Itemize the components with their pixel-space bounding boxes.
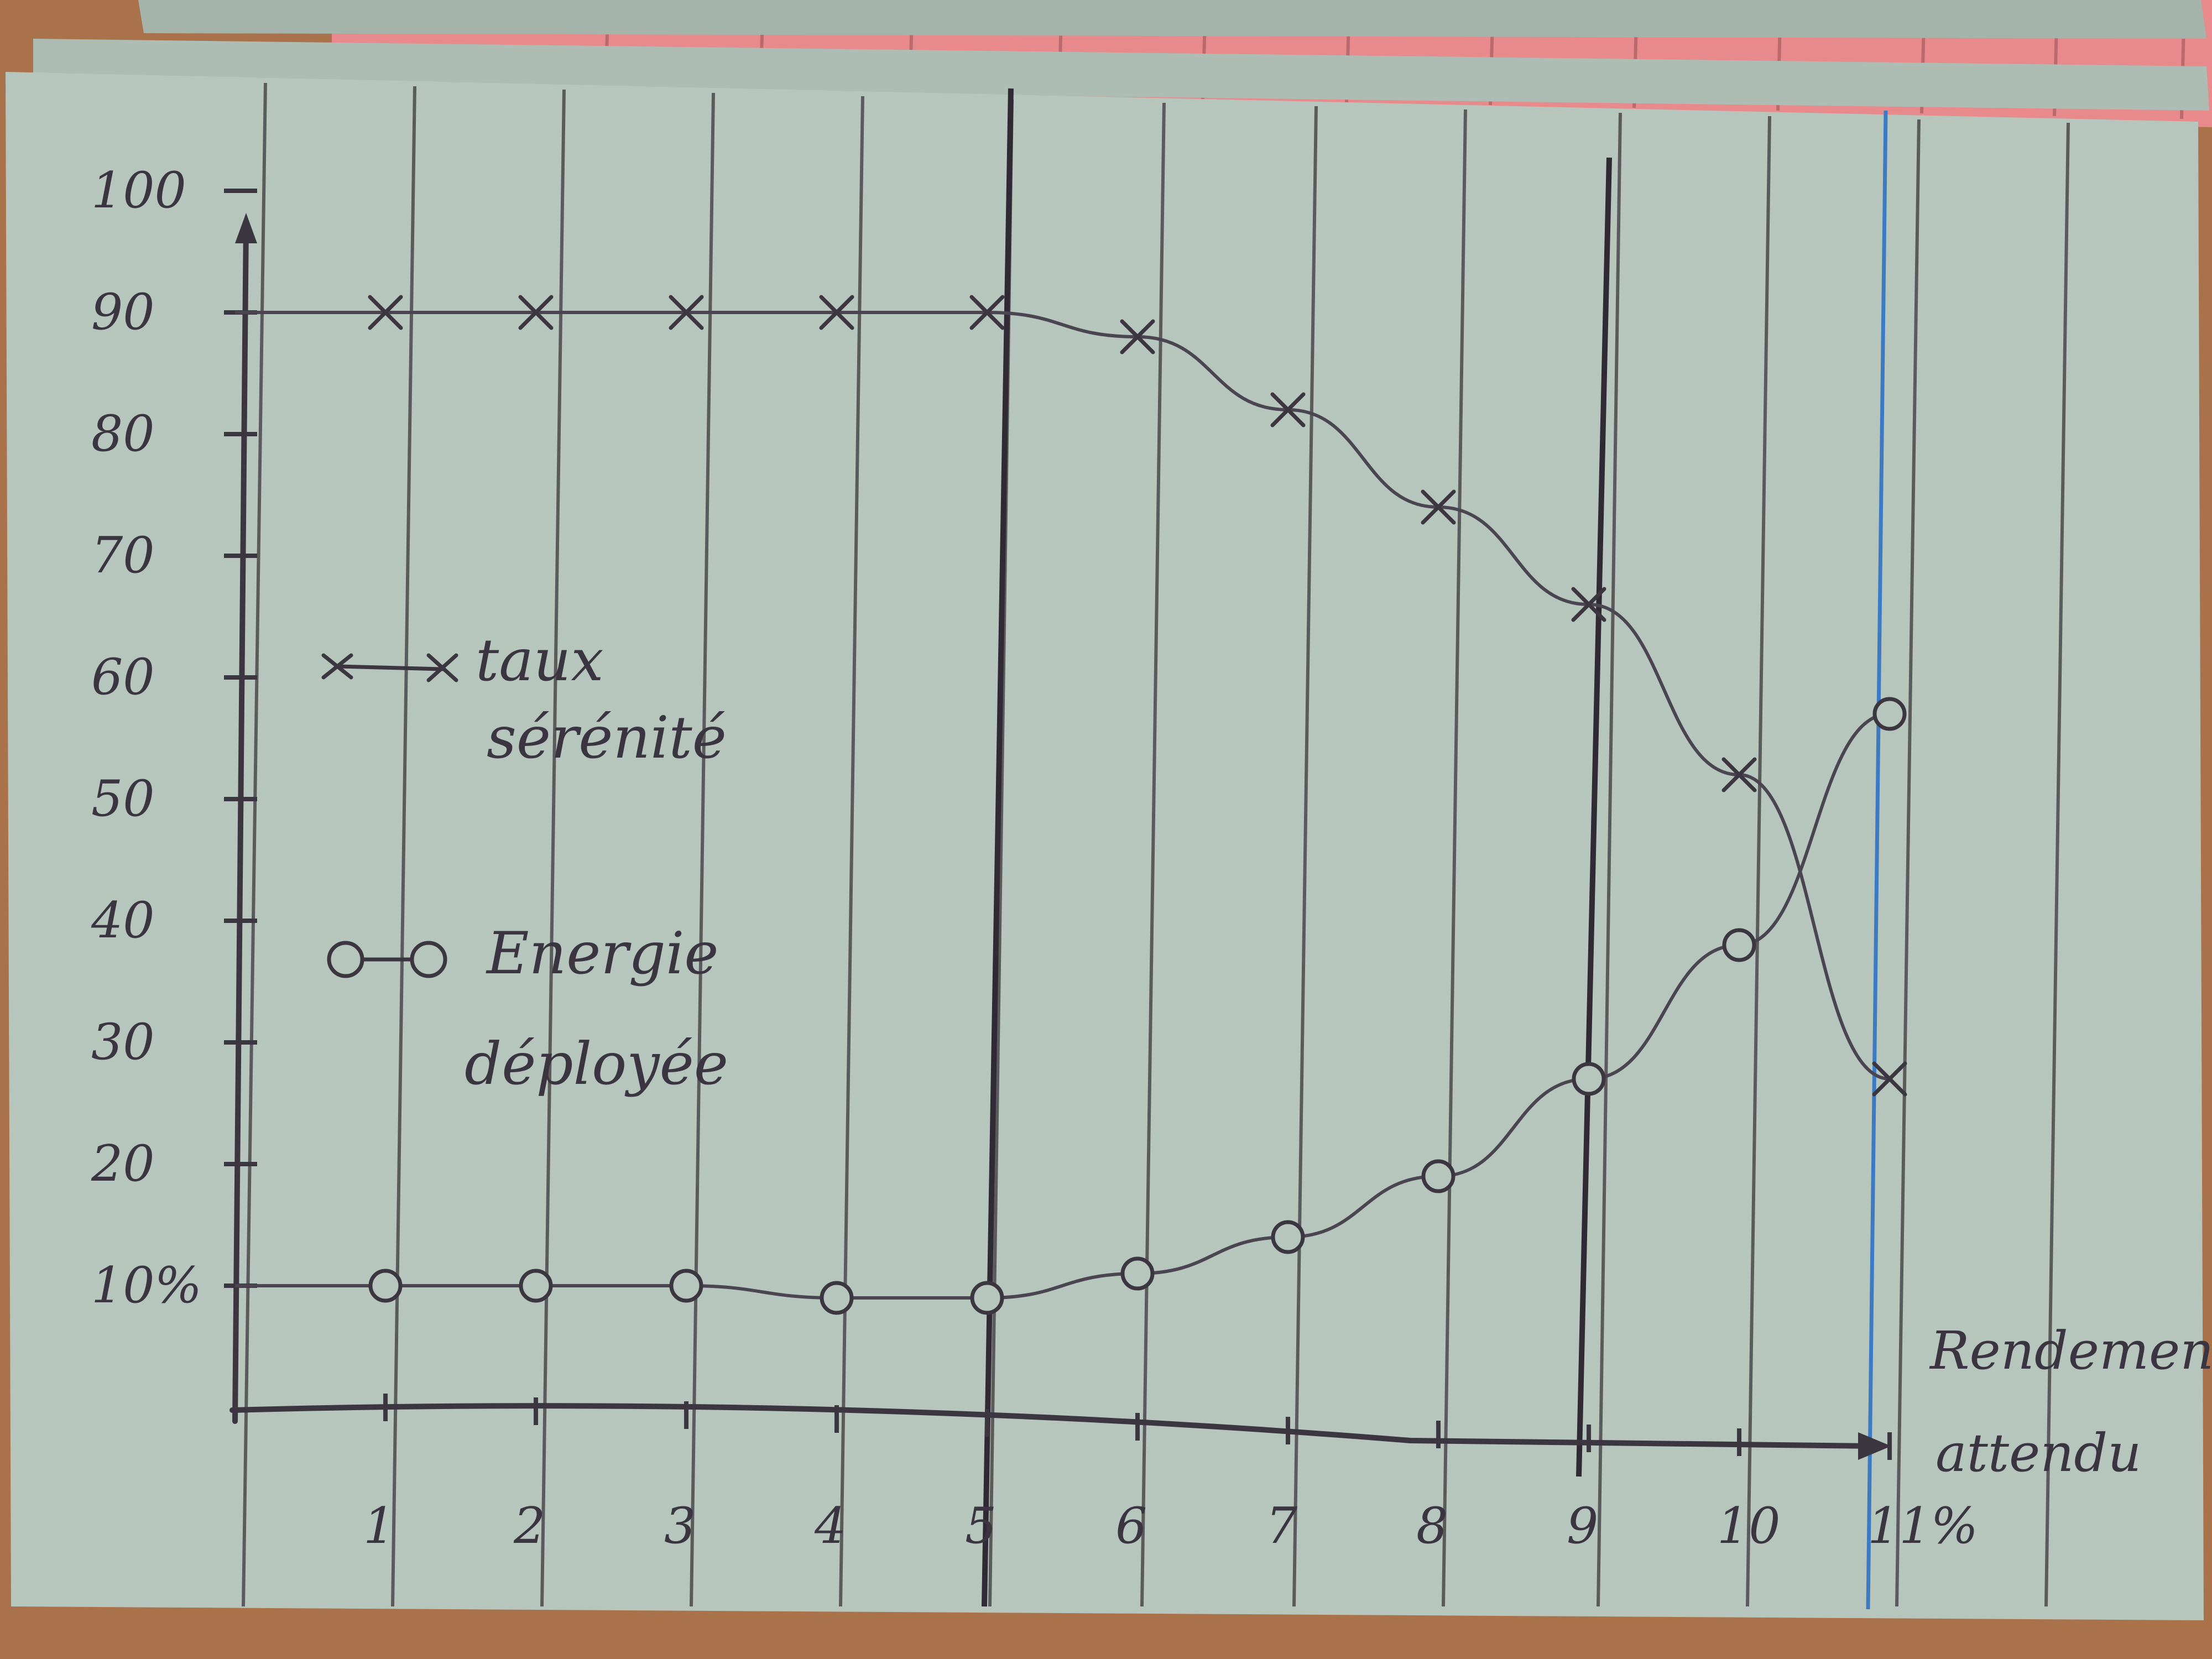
ruling-line [1895,119,1921,1607]
data-point-circle [519,1269,553,1303]
data-point-cross [1721,757,1757,792]
data-point-cross [819,295,854,330]
y-tick-label: 20 [91,1135,155,1193]
data-point-cross [368,295,403,330]
legend-cross-marker [321,653,458,682]
data-point-circle [820,1281,854,1315]
cross-stroke [1721,757,1757,792]
x-tick-label: 1 [363,1497,395,1555]
data-point-cross [669,295,704,330]
ruling-line-dark [1576,157,1612,1477]
x-tick-label: 9 [1567,1497,1598,1555]
card-ruling-lines [242,82,2070,1607]
data-point-cross [1421,489,1456,525]
legend: taux sérénité Energie déployée [321,627,728,1098]
x-axis-label-line1: Rendement [1929,1321,2212,1381]
x-tick-label: 4 [814,1497,846,1555]
legend-label-deployee: déployée [465,1030,728,1098]
x-tick-label: 2 [513,1497,545,1555]
ruling-line [690,92,715,1607]
back-card-1 [33,39,2209,111]
cross-stroke [368,295,403,330]
series-line-taux-serenite [234,310,1890,1081]
y-tick-label: 50 [91,770,155,828]
ruling-line [540,89,566,1607]
cross-stroke [1120,319,1155,354]
back-card-2 [138,0,2206,39]
data-point-cross [969,295,1005,330]
data-point-circle [1722,928,1756,962]
cross-stroke [819,295,854,330]
data-point-cross [1120,319,1155,354]
ruling-line [242,82,267,1607]
data-point-circle [1271,1220,1305,1254]
cross-stroke [1872,1061,1907,1097]
x-tick-label: 3 [664,1497,696,1555]
data-point-cross [1872,1061,1907,1097]
legend-label-energie: Energie [486,920,719,987]
ruling-line [1292,106,1318,1607]
x-axis-arrowhead [1858,1432,1891,1460]
cross-stroke [1270,392,1306,427]
tick-labels: 1 2 3 4 5 6 7 8 9 10 11% 10% 20 30 40 50 60 70 80 90 100 [91,161,1978,1555]
cross-stroke [669,295,704,330]
data-point-cross [518,295,554,330]
ruling-line [1140,102,1166,1607]
blue-margin-line [1866,110,1888,1610]
x-tick-label: 6 [1115,1497,1147,1555]
y-tick-label: 80 [91,405,155,463]
x-tick-label: 10 [1717,1497,1781,1555]
ruling-line-dark [982,88,1014,1607]
data-point-circle [1120,1256,1155,1291]
data-point-circle [1421,1159,1455,1193]
x-tick-label: 7 [1266,1497,1298,1555]
data-point-circle [1872,697,1907,731]
data-point-cross [1571,587,1606,622]
data-point-circle [669,1269,703,1303]
legend-label-taux: taux [476,627,604,694]
cross-stroke [969,295,1005,330]
data-point-circle [970,1281,1004,1315]
cross-stroke [1421,489,1456,525]
cross-stroke [518,295,554,330]
y-tick-label: 40 [91,891,155,950]
series-layer [234,295,1907,1315]
y-axis-arrowhead [235,213,257,243]
ruling-line [2044,122,2070,1607]
x-axis-label-line2: attendu [1936,1423,2141,1484]
ruling-line [1597,112,1622,1607]
ruling-line [1442,109,1467,1607]
data-point-circle [1572,1062,1606,1096]
legend-circle-marker [327,941,447,978]
index-card [6,72,2204,1620]
y-tick-label: 30 [91,1013,155,1071]
y-tick-label: 60 [91,648,155,706]
cross-stroke [1571,587,1606,622]
legend-label-serenite: sérénité [487,704,727,771]
y-tick-label: 90 [91,283,155,341]
ruling-line [1746,116,1771,1607]
y-tick-label: 100 [91,161,186,220]
y-tick-label: 70 [91,526,155,585]
y-axis [232,221,249,1424]
x-tick-label: 8 [1416,1497,1448,1555]
x-tick-label: 5 [965,1497,997,1555]
data-point-circle [368,1269,403,1303]
y-tick-label: 10% [91,1256,202,1314]
x-tick-label: 11% [1867,1497,1978,1555]
ruling-line [391,86,416,1607]
ruling-line [839,96,864,1607]
data-point-cross [1270,392,1306,427]
